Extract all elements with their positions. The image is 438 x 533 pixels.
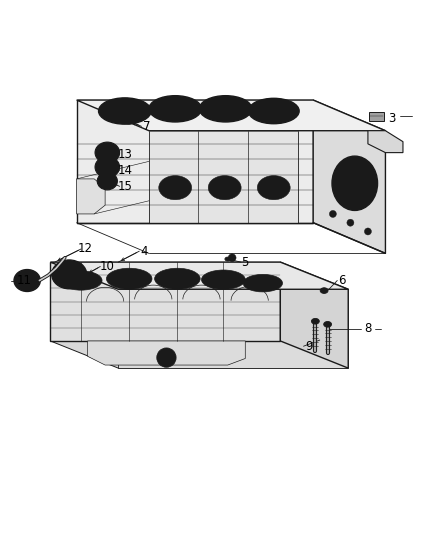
- Polygon shape: [77, 100, 313, 223]
- Ellipse shape: [201, 270, 245, 289]
- FancyBboxPatch shape: [369, 112, 384, 120]
- Ellipse shape: [14, 270, 40, 292]
- Ellipse shape: [257, 103, 290, 119]
- Ellipse shape: [102, 177, 112, 185]
- Ellipse shape: [158, 100, 192, 117]
- Ellipse shape: [95, 142, 120, 163]
- Text: 3: 3: [389, 112, 396, 125]
- Ellipse shape: [265, 181, 283, 195]
- Ellipse shape: [159, 175, 192, 200]
- Ellipse shape: [225, 257, 231, 261]
- Ellipse shape: [248, 98, 299, 124]
- Ellipse shape: [20, 274, 34, 287]
- Ellipse shape: [125, 118, 134, 124]
- Text: 4: 4: [141, 245, 148, 257]
- Ellipse shape: [199, 96, 252, 122]
- Ellipse shape: [117, 273, 142, 285]
- Circle shape: [364, 228, 371, 235]
- Circle shape: [157, 348, 176, 367]
- Ellipse shape: [324, 321, 332, 327]
- Ellipse shape: [208, 100, 243, 117]
- Ellipse shape: [60, 271, 102, 290]
- Circle shape: [161, 352, 172, 363]
- Polygon shape: [50, 341, 348, 368]
- Ellipse shape: [52, 260, 87, 289]
- Ellipse shape: [165, 273, 190, 285]
- Ellipse shape: [155, 268, 200, 289]
- Circle shape: [329, 211, 336, 217]
- Ellipse shape: [99, 98, 151, 124]
- Ellipse shape: [95, 157, 120, 177]
- Polygon shape: [149, 131, 298, 223]
- Ellipse shape: [108, 102, 142, 119]
- Ellipse shape: [101, 147, 113, 158]
- Ellipse shape: [101, 162, 113, 172]
- Ellipse shape: [341, 167, 368, 199]
- Ellipse shape: [58, 265, 81, 284]
- Ellipse shape: [70, 275, 92, 286]
- Polygon shape: [50, 262, 348, 289]
- Ellipse shape: [149, 96, 201, 122]
- Ellipse shape: [311, 318, 319, 324]
- Text: 7: 7: [143, 120, 151, 133]
- Polygon shape: [280, 262, 348, 368]
- Text: 9: 9: [305, 340, 313, 353]
- Ellipse shape: [166, 181, 184, 195]
- Polygon shape: [77, 100, 385, 131]
- Circle shape: [228, 254, 236, 262]
- Polygon shape: [88, 341, 245, 365]
- Text: 11: 11: [17, 274, 32, 287]
- Polygon shape: [50, 262, 280, 341]
- Text: 10: 10: [100, 260, 115, 273]
- Text: 12: 12: [78, 243, 93, 255]
- Polygon shape: [368, 131, 403, 152]
- Ellipse shape: [243, 274, 283, 292]
- Polygon shape: [313, 100, 385, 253]
- Ellipse shape: [252, 278, 274, 288]
- Ellipse shape: [320, 288, 328, 294]
- Polygon shape: [118, 289, 348, 368]
- Text: 15: 15: [117, 180, 132, 193]
- Text: 6: 6: [338, 274, 346, 287]
- Ellipse shape: [211, 274, 236, 285]
- Ellipse shape: [215, 181, 234, 195]
- Circle shape: [347, 219, 354, 226]
- Text: 8: 8: [364, 322, 371, 335]
- Polygon shape: [77, 179, 105, 214]
- Text: 5: 5: [242, 256, 249, 269]
- Ellipse shape: [97, 172, 117, 190]
- Ellipse shape: [127, 119, 132, 123]
- Ellipse shape: [257, 175, 290, 200]
- Ellipse shape: [332, 156, 378, 211]
- Text: 13: 13: [117, 148, 132, 161]
- Ellipse shape: [208, 175, 241, 200]
- Text: 14: 14: [117, 164, 132, 176]
- Ellipse shape: [106, 268, 152, 289]
